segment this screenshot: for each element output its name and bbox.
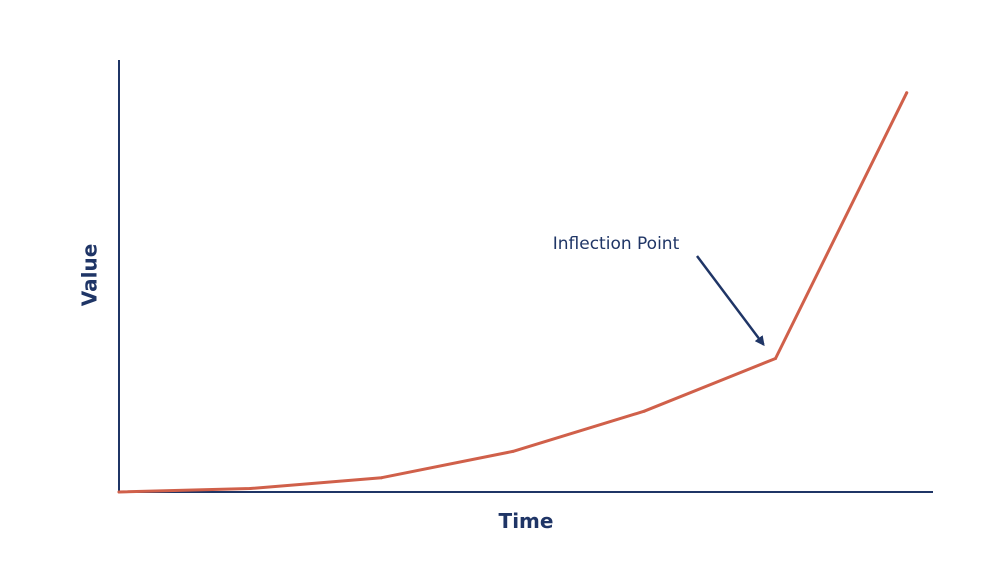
data-point xyxy=(511,449,515,453)
data-point xyxy=(905,91,909,95)
series-layer xyxy=(117,91,909,494)
data-point xyxy=(248,487,252,490)
data-point xyxy=(642,409,646,413)
data-point xyxy=(774,357,777,360)
data-point xyxy=(117,490,121,494)
x-axis-title: Time xyxy=(499,509,554,533)
annotation-label: Inflection Point xyxy=(553,234,680,254)
y-axis-title: Value xyxy=(78,244,102,307)
annotation-arrow xyxy=(696,255,765,347)
series-line-0 xyxy=(117,91,909,494)
data-point xyxy=(380,476,384,480)
